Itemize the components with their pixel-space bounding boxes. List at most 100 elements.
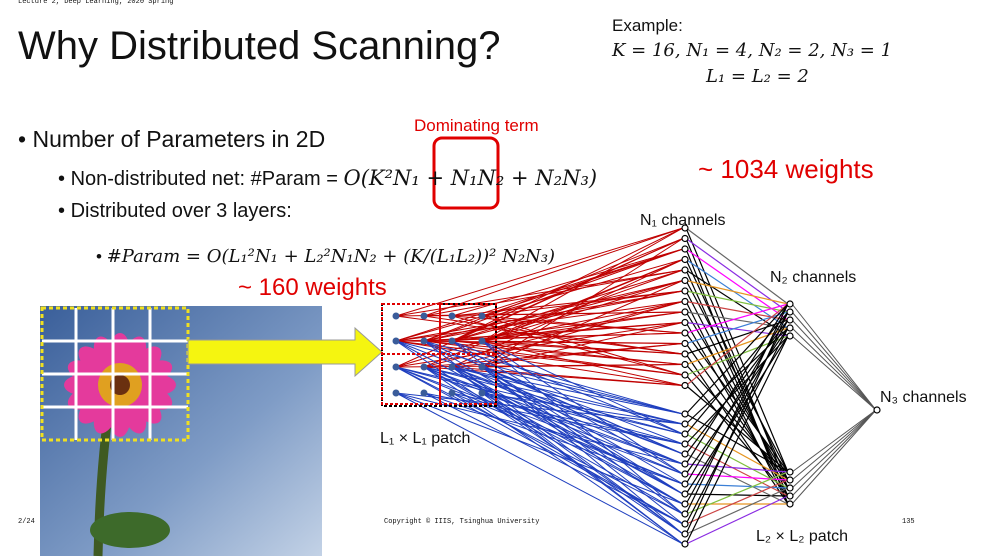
node xyxy=(786,500,794,508)
edge xyxy=(423,269,684,317)
node xyxy=(681,318,689,327)
edge xyxy=(395,340,684,386)
example-values: K = 16, N₁ = 4, N₂ = 2, N₃ = 1 xyxy=(612,40,893,61)
node xyxy=(681,308,689,316)
edge xyxy=(395,366,684,485)
edge xyxy=(423,340,684,535)
patch-node xyxy=(392,389,400,397)
edge xyxy=(685,227,789,305)
edge xyxy=(685,303,789,334)
node xyxy=(681,276,689,285)
patch-node xyxy=(448,363,456,371)
patch-label: L₂ × L₂ patch xyxy=(756,528,849,545)
annotation: ~ 1034 weights xyxy=(698,154,874,184)
node xyxy=(786,476,794,484)
edge xyxy=(685,463,789,473)
edge xyxy=(685,303,789,465)
bullet: • Number of Parameters in 2D xyxy=(18,126,326,152)
edge xyxy=(395,392,684,545)
edge xyxy=(423,311,684,317)
edge xyxy=(423,290,684,342)
edge xyxy=(791,409,877,505)
node xyxy=(681,510,689,518)
edge xyxy=(451,366,684,495)
node xyxy=(681,440,689,448)
layer-label: N₂ channels xyxy=(770,269,857,286)
edge xyxy=(451,290,684,317)
edge xyxy=(791,327,877,411)
node xyxy=(681,255,689,264)
node xyxy=(681,245,689,253)
arrow xyxy=(187,326,383,378)
node xyxy=(786,468,794,476)
formula-dominant: K²N₁ xyxy=(368,166,420,190)
node xyxy=(786,300,794,308)
formula: #Param = O(L₁²N₁ + L₂²N₁N₂ + (K/(L₁L₂))²… xyxy=(106,246,556,267)
edge xyxy=(481,340,684,386)
patch-node xyxy=(478,312,486,320)
edge xyxy=(481,340,684,355)
edge xyxy=(481,340,684,475)
edge xyxy=(395,392,684,425)
patch-node xyxy=(392,312,400,320)
edge xyxy=(685,327,789,366)
node xyxy=(681,520,689,528)
edge xyxy=(481,290,684,317)
node xyxy=(681,287,689,295)
edge xyxy=(423,238,684,342)
node xyxy=(681,266,689,274)
edge xyxy=(685,259,789,481)
edge xyxy=(481,340,684,515)
node xyxy=(681,450,689,458)
edge xyxy=(685,413,789,473)
edge xyxy=(451,392,684,445)
edge xyxy=(685,479,789,525)
edge xyxy=(451,340,684,515)
edge xyxy=(685,303,789,415)
edge xyxy=(395,259,684,342)
node xyxy=(681,420,689,428)
edge xyxy=(395,340,684,344)
node xyxy=(786,332,794,340)
node xyxy=(681,470,689,478)
node xyxy=(681,530,689,538)
node xyxy=(681,381,689,390)
patch-node xyxy=(420,312,428,320)
edge xyxy=(395,340,684,455)
patch-node xyxy=(392,337,400,345)
edge xyxy=(685,303,789,515)
sub-bullet: • Non-distributed net: #Param = O(K²N₁ +… xyxy=(58,166,598,190)
edge xyxy=(395,227,684,317)
node xyxy=(681,430,689,438)
node xyxy=(681,500,689,508)
node xyxy=(681,490,689,498)
patch-grid xyxy=(42,308,188,440)
formula: O( xyxy=(343,166,369,190)
node xyxy=(681,371,689,379)
edge xyxy=(423,315,684,355)
edge xyxy=(685,335,789,545)
bullet-text: Non-distributed net: #Param = xyxy=(70,168,344,190)
node xyxy=(681,410,689,418)
edge xyxy=(685,311,789,481)
edge xyxy=(685,311,789,435)
edge xyxy=(481,366,684,455)
edge xyxy=(451,366,684,455)
edge xyxy=(481,366,684,445)
edge xyxy=(395,290,684,342)
edge xyxy=(395,269,684,317)
edge xyxy=(423,366,684,475)
edge xyxy=(685,327,789,525)
example-patch: L₁ = L₂ = 2 xyxy=(706,66,809,87)
patch-label: L₁ × L₁ patch xyxy=(380,430,471,447)
edge xyxy=(685,319,789,455)
edge xyxy=(451,340,684,435)
patch-node xyxy=(420,337,428,345)
edge xyxy=(451,366,684,425)
node xyxy=(786,316,794,324)
annotation: Dominating term xyxy=(414,116,539,135)
edge xyxy=(481,366,684,535)
edge xyxy=(481,340,684,435)
node xyxy=(681,540,689,548)
